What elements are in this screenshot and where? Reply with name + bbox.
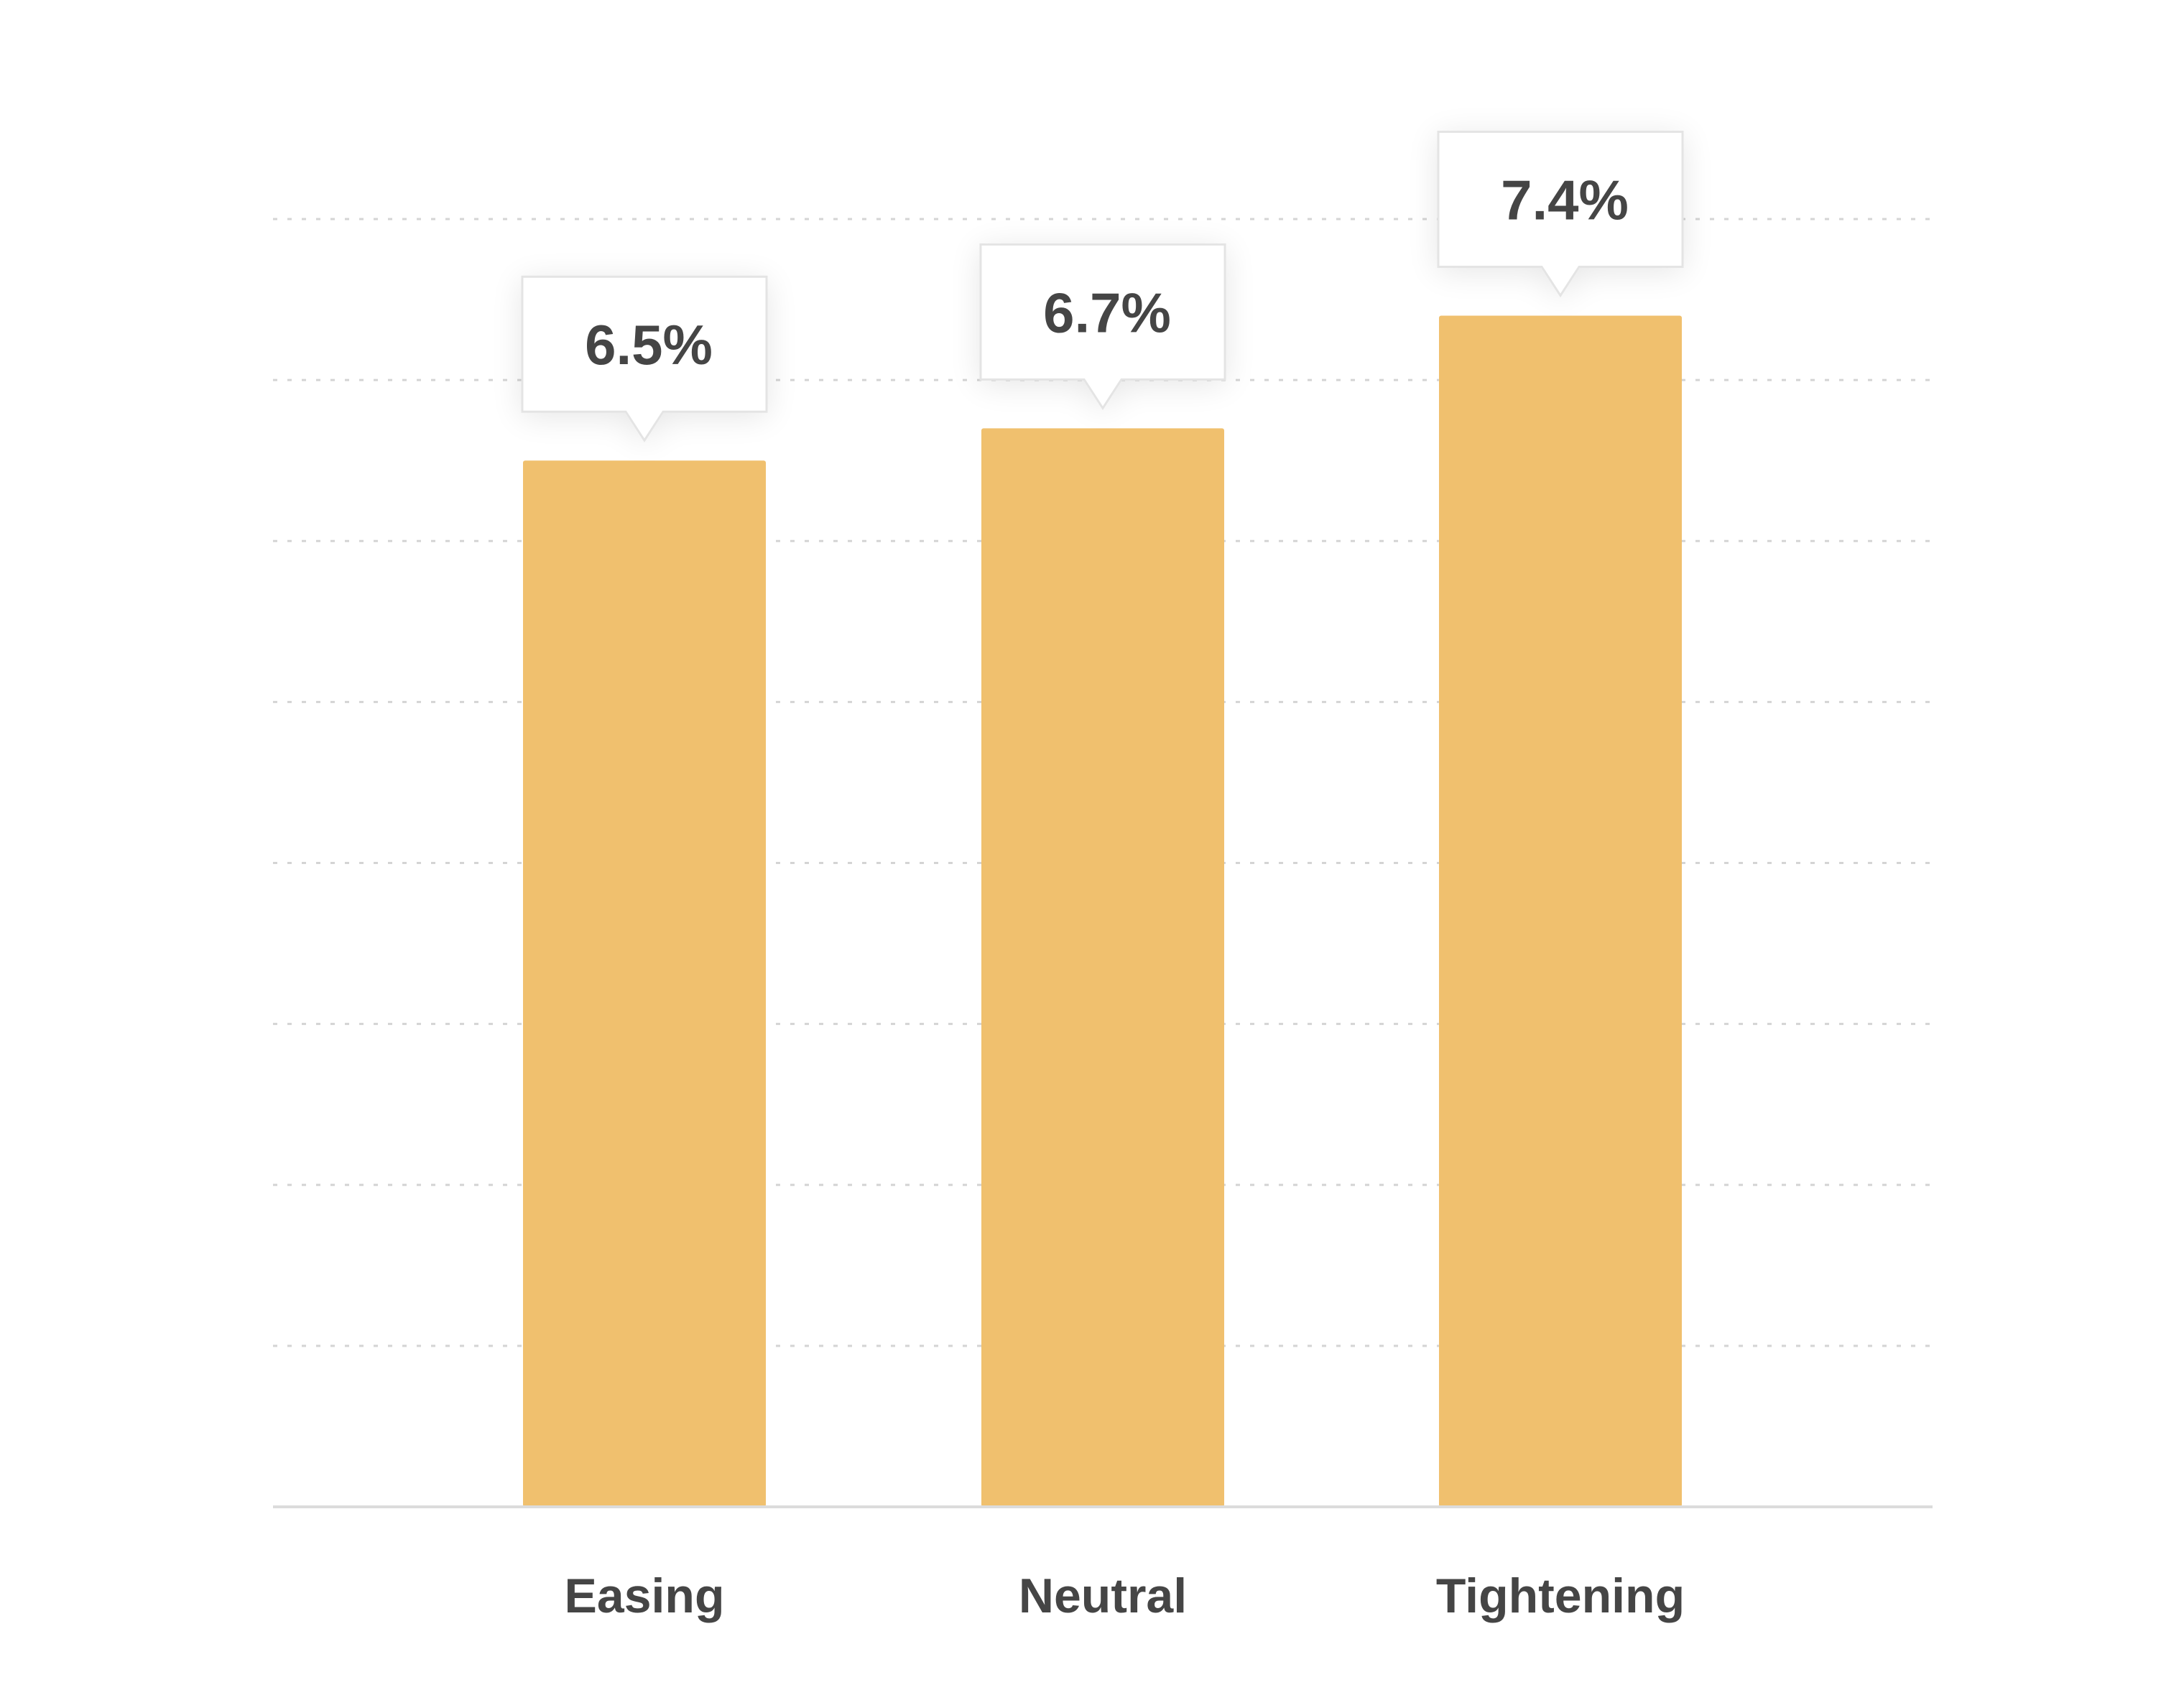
data-label-callout: 6.5% [521, 275, 768, 442]
bars [523, 315, 1682, 1508]
x-tick-label: Neutral [1019, 1569, 1187, 1623]
data-label: 7.4% [1501, 168, 1629, 231]
x-tick-label: Easing [565, 1569, 725, 1623]
callout-box [1437, 130, 1684, 298]
bar-neutral [981, 428, 1224, 1507]
callout-box [979, 243, 1226, 411]
bar-easing [523, 460, 766, 1507]
data-label: 6.5% [585, 313, 713, 376]
data-label-callout: 7.4% [1437, 130, 1684, 298]
bar-tightening [1439, 315, 1682, 1508]
data-label-callout: 6.7% [979, 243, 1226, 411]
data-labels: 6.5% 6.7% 7.4% [521, 130, 1684, 442]
x-tick-label: Tightening [1436, 1569, 1685, 1623]
callout-box [521, 275, 768, 442]
x-axis-tick-labels: Easing Neutral Tightening [565, 1569, 1685, 1623]
data-label: 6.7% [1043, 281, 1171, 344]
